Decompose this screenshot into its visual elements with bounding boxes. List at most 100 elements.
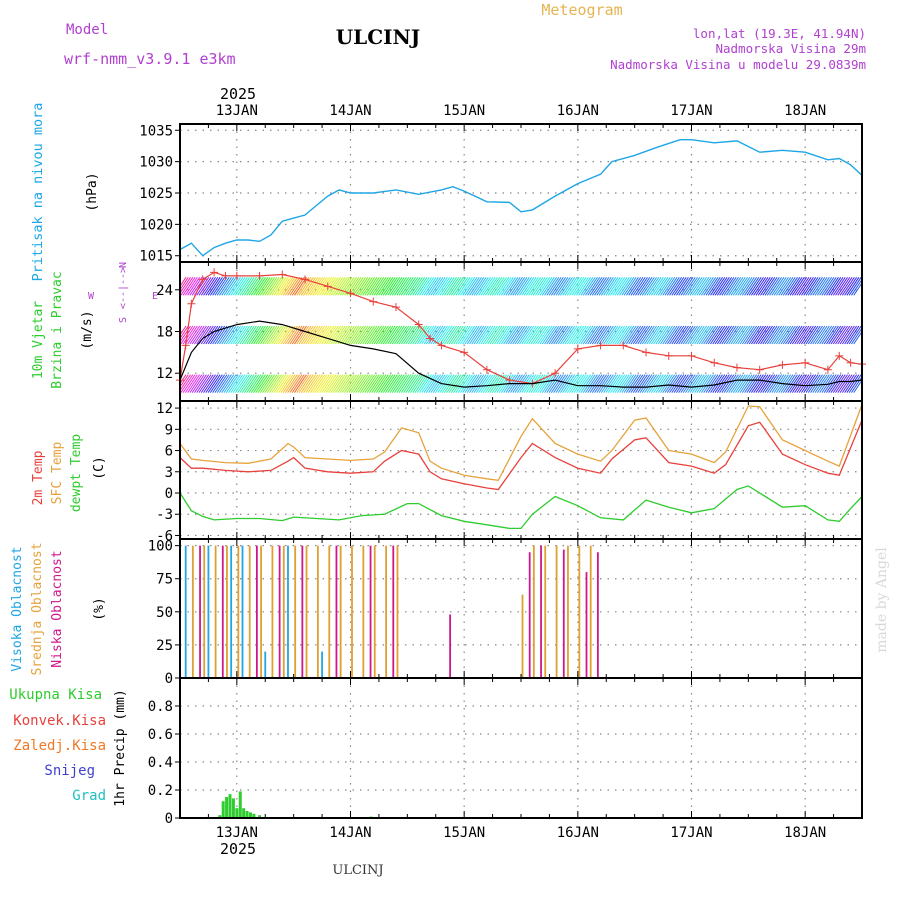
wind-barb xyxy=(450,374,464,393)
wind-barb xyxy=(482,277,496,296)
wind-barb xyxy=(496,325,510,345)
wind-barb xyxy=(780,325,794,345)
wind-barb xyxy=(814,325,828,345)
wind-barb xyxy=(312,277,326,296)
coords-label: lon,lat (19.3E, 41.94N) xyxy=(693,26,866,41)
wind-barb xyxy=(596,325,610,345)
wind-barb xyxy=(234,374,248,393)
wind-barb xyxy=(664,325,678,345)
wind-barb xyxy=(421,277,435,296)
wind-barb xyxy=(816,277,830,296)
wind-barb xyxy=(319,325,332,345)
wind-barb xyxy=(271,325,285,345)
wind-barb xyxy=(298,374,312,393)
wind-barb xyxy=(194,374,207,393)
wind-barb xyxy=(264,374,278,393)
wind-barb xyxy=(500,277,514,296)
wind-speed-marker xyxy=(346,289,355,298)
wind-barb xyxy=(412,277,426,296)
panels: 1015 1020 1025 1030 1035 12 18 24 -6 -3 0 3 6 9 12 0 25 5… xyxy=(139,123,866,827)
wind-barb xyxy=(485,277,498,296)
wind-barb xyxy=(209,277,223,296)
y-tick-label: -6 xyxy=(156,528,173,544)
wind-barb xyxy=(848,325,862,345)
wind-barb xyxy=(726,325,739,345)
wind-barb xyxy=(485,374,498,393)
wind-barb xyxy=(555,374,569,393)
wind-barb xyxy=(248,277,262,296)
wind-speed-marker xyxy=(823,365,832,374)
wind-barb xyxy=(425,325,439,345)
wind-barb xyxy=(696,374,710,393)
wind-barb xyxy=(853,330,862,345)
wind-barb xyxy=(300,325,314,345)
top-date-label: 18JAN xyxy=(784,103,826,119)
wind-barb xyxy=(316,325,330,345)
wind-barb xyxy=(753,277,767,296)
wind-barb xyxy=(564,277,578,296)
wind-barb xyxy=(769,277,783,296)
wind-barb xyxy=(184,277,198,296)
wind-barb xyxy=(446,374,460,393)
model-name: wrf-nmm_v3.9.1 e3km xyxy=(64,50,236,68)
wind-barb xyxy=(610,325,623,345)
legend-snow: Snijeg xyxy=(44,763,95,779)
y-tick-label: 0 xyxy=(165,671,173,687)
wind-barb xyxy=(378,374,392,393)
wind-barb xyxy=(732,374,746,393)
wind-barb xyxy=(332,374,346,393)
wind-unit: (m/s) xyxy=(80,310,95,349)
wind-speed-marker xyxy=(596,341,605,350)
wind-barb xyxy=(430,277,444,296)
wind-barb xyxy=(219,374,232,393)
wind-barb xyxy=(294,374,307,393)
wind-barb xyxy=(548,374,562,393)
wind-barb xyxy=(639,325,653,345)
wind-speed-marker xyxy=(619,341,628,350)
wind-barb xyxy=(214,325,228,345)
wind-barb xyxy=(419,325,432,345)
wind-barb xyxy=(744,325,758,345)
wind-barb xyxy=(669,374,683,393)
wind-barb xyxy=(648,325,662,345)
wind-barb xyxy=(505,277,519,296)
precip-bar xyxy=(252,813,256,818)
wind-barb xyxy=(180,325,189,340)
wind-barb xyxy=(471,277,485,296)
wind-barb xyxy=(591,374,605,393)
wind-barb xyxy=(237,374,251,393)
wind-barb xyxy=(423,277,437,296)
wind-barb xyxy=(530,325,544,345)
y-tick-label: 0.4 xyxy=(148,755,173,771)
wind-barb xyxy=(337,277,351,296)
wind-barb xyxy=(396,325,410,345)
footer-station: ULCINJ xyxy=(332,863,383,878)
model-label: Model xyxy=(66,22,108,38)
wind-barb xyxy=(782,325,796,345)
wind-barb xyxy=(755,277,769,296)
wind-barb xyxy=(605,374,619,393)
wind-barb xyxy=(769,325,783,345)
wind-barb xyxy=(623,374,637,393)
wind-barb xyxy=(396,277,410,296)
wind-barb xyxy=(578,325,592,345)
watermark: made by Angel xyxy=(874,547,890,653)
wind-barb xyxy=(826,325,839,345)
wind-barb xyxy=(694,374,708,393)
wind-barb xyxy=(439,325,453,345)
wind-barb xyxy=(844,277,858,296)
y-tick-label: 25 xyxy=(156,638,173,654)
wind-barb xyxy=(839,374,853,393)
wind-barb xyxy=(566,277,580,296)
wind-barb xyxy=(760,325,773,345)
wind-barb xyxy=(337,325,351,345)
wind-barb xyxy=(748,277,762,296)
wind-barb xyxy=(460,374,473,393)
wind-barb xyxy=(632,374,646,393)
wind-barb xyxy=(673,277,687,296)
wind-barb xyxy=(466,277,480,296)
wind-barb xyxy=(687,325,701,345)
wind-barb xyxy=(528,277,542,296)
wind-barb xyxy=(207,325,221,345)
wind-barb xyxy=(794,325,808,345)
